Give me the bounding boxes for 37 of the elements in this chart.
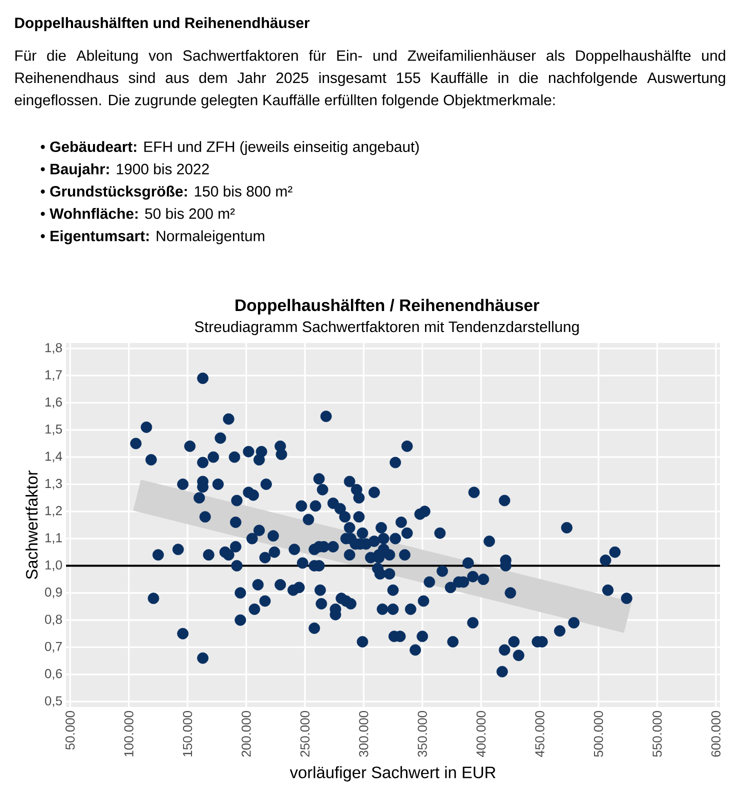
y-axis-title: Sachwertfaktor bbox=[26, 470, 38, 580]
y-tick-label: 0,7 bbox=[44, 642, 62, 653]
text: • Baujahr: 1900 bis 2022 bbox=[40, 163, 209, 178]
y-tick-label: 1,5 bbox=[45, 424, 62, 436]
x-tick-label: 50.000 bbox=[66, 711, 75, 750]
y-tick-label: 1,6 bbox=[45, 397, 62, 408]
y-tick-label: 1,4 bbox=[45, 452, 62, 462]
x-tick-label: 600.000 bbox=[711, 711, 720, 757]
text: Doppelhaushälften und Reihenendhäuser bbox=[15, 17, 310, 32]
x-tick-label: 550.000 bbox=[652, 711, 662, 757]
y-tick-label: 0,8 bbox=[44, 614, 62, 626]
x-tick-label: 450.000 bbox=[535, 711, 544, 758]
x-tick-label: 100.000 bbox=[124, 711, 134, 756]
y-tick-label: 1,7 bbox=[45, 370, 62, 381]
chart-subtitle: Streudiagramm Sachwertfaktoren mit Tendenzdarstellung bbox=[194, 321, 579, 336]
x-tick-label: 150.000 bbox=[182, 711, 192, 756]
y-tick-label: 0,5 bbox=[44, 696, 62, 707]
chart-title: Doppelhaushälften / Reihenendhäuser bbox=[236, 298, 540, 314]
y-tick-label: 1,8 bbox=[45, 343, 62, 354]
x-tick-label: 350.000 bbox=[418, 711, 427, 757]
text: • Eigentumsart: Normaleigentum bbox=[40, 230, 264, 244]
x-tick-label: 400.000 bbox=[476, 711, 486, 758]
y-tick-label: 1,0 bbox=[45, 560, 62, 572]
x-tick-label: 250.000 bbox=[300, 711, 310, 757]
y-tick-label: 1,1 bbox=[45, 533, 62, 544]
x-tick-label: 300.000 bbox=[359, 711, 368, 757]
x-axis-title: vorläufiger Sachwert in EUR bbox=[290, 766, 496, 782]
x-tick-label: 500.000 bbox=[594, 711, 604, 757]
y-tick-label: 1,3 bbox=[45, 478, 62, 490]
x-tick-label: 200.000 bbox=[242, 711, 251, 757]
text: • Grundstücksgröße: 150 bis 800 m² bbox=[40, 186, 292, 200]
text: Für die Ableitung von Sachwertfaktoren für Ein- und Zweifamilienhäuser als Doppelhaushälfte und Reihenendhaus sind aus dem Jahr 2025 insgesamt 155 Kauffälle in die nachfolgende Auswertung eingeflossen. Die zugrunde gelegten Kauffälle erfüllten folgende Objektmerkmale: bbox=[14, 50, 726, 108]
text: • Wohnfläche: 50 bis 200 m² bbox=[40, 208, 235, 219]
text: • Gebäudeart: EFH und ZFH (jeweils einseitig angebaut) bbox=[40, 141, 419, 155]
y-tick-label: 1,2 bbox=[45, 506, 62, 517]
y-tick-label: 0,6 bbox=[44, 669, 62, 680]
y-tick-label: 0,9 bbox=[44, 588, 62, 598]
